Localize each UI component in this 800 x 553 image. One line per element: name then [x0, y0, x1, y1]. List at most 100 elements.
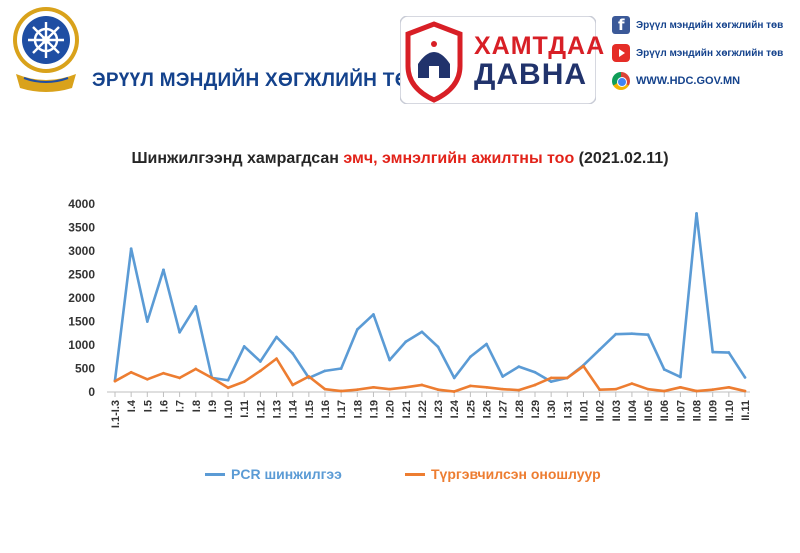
x-tick-label: I.20	[385, 400, 397, 418]
series-line-segment	[469, 384, 488, 389]
y-tick-label: 3000	[68, 244, 95, 258]
line-chart: 0 500 1000 1500 2000 2500 3000 3500 4000 I.1-I.3…	[68, 197, 752, 428]
x-tick-label: I.17	[336, 400, 348, 418]
data-point	[501, 387, 504, 391]
data-point	[662, 368, 666, 371]
series-line-segment	[485, 385, 504, 391]
y-tick-label: 3500	[68, 221, 95, 235]
x-tick-label: I.21	[401, 400, 413, 418]
series-pcr	[113, 212, 747, 383]
data-point	[323, 369, 327, 373]
series-line-segment	[404, 383, 424, 389]
series-line-segment	[129, 370, 149, 381]
x-tick-label: I.7	[175, 400, 187, 412]
x-tick-label: II.01	[578, 400, 590, 421]
data-point	[630, 332, 634, 336]
data-point	[259, 369, 262, 373]
data-point	[630, 382, 634, 385]
org-name: ЭРҮҮЛ МЭНДИЙН ХӨГЖЛИЙН ТӨВ	[92, 70, 424, 91]
y-axis: 0 500 1000 1500 2000 2500 3000 3500 4000	[68, 197, 95, 399]
data-point	[113, 379, 117, 383]
legend-label-pcr: PCR шинжилгээ	[231, 466, 342, 482]
series-line-segment	[339, 328, 359, 370]
x-tick-label: II.05	[643, 400, 655, 421]
x-tick-label: I.31	[562, 400, 574, 418]
x-tick-label: I.28	[514, 400, 526, 418]
series-line-segment	[226, 345, 246, 382]
chrome-icon	[612, 72, 630, 90]
data-point	[646, 333, 650, 336]
x-tick-label: I.23	[433, 400, 445, 418]
data-point	[339, 367, 343, 370]
data-point	[695, 212, 698, 215]
series-line-segment	[420, 383, 440, 391]
data-point	[275, 357, 278, 360]
x-tick-label: I.18	[352, 400, 364, 418]
series-line-segment	[598, 332, 618, 352]
data-point	[711, 350, 714, 354]
data-point	[420, 330, 424, 334]
data-point	[469, 355, 472, 359]
x-tick-label: II.04	[627, 399, 639, 421]
facebook-link-label: Эрүүл мэндийн хөгжлийн төв	[636, 19, 784, 31]
website-link[interactable]: WWW.HDC.GOV.MN	[612, 68, 792, 94]
y-tick-label: 500	[75, 362, 95, 376]
series-line-segment	[485, 342, 504, 378]
series-line-segment	[533, 376, 553, 387]
badge-title-top: ХАМТДАА	[474, 32, 606, 60]
x-tick-label: I.26	[482, 400, 494, 418]
series-line-segment	[517, 365, 537, 374]
data-point	[339, 389, 343, 393]
series-line-segment	[630, 332, 650, 336]
series-line-segment	[307, 375, 327, 391]
x-axis: I.1-I.3 I.4 I.5 I.6 I.7 I.8 I.9 I.10 I.11 I.12 I.1…	[107, 391, 752, 428]
series-line-segment	[162, 268, 181, 334]
x-tick-label: I.24	[449, 399, 461, 418]
data-point	[582, 364, 585, 368]
series-line-segment	[727, 385, 747, 393]
data-point	[549, 376, 553, 380]
series-line-segment	[372, 385, 391, 391]
org-emblem-logo	[13, 7, 79, 92]
youtube-icon	[612, 44, 630, 62]
series-line-segment	[146, 371, 165, 381]
series-line-segment	[113, 247, 133, 382]
series-line-segment	[646, 333, 666, 371]
series-line-segment	[339, 388, 359, 393]
data-point	[178, 376, 181, 380]
facebook-link[interactable]: Эрүүл мэндийн хөгжлийн төв	[612, 12, 792, 38]
data-point	[194, 305, 198, 308]
data-point	[485, 342, 488, 346]
series-line-segment	[646, 387, 666, 393]
legend-swatch-rapid	[405, 472, 425, 476]
youtube-link[interactable]: Эрүүл мэндийн хөгжлийн төв	[612, 40, 792, 66]
data-point	[743, 376, 747, 379]
data-point	[162, 268, 165, 272]
x-tick-label: I.6	[158, 400, 170, 412]
series-line-segment	[630, 382, 650, 391]
x-tick-label: I.15	[304, 400, 316, 418]
data-point	[372, 313, 375, 316]
series-line-segment	[436, 345, 456, 380]
series-line-segment	[323, 367, 343, 373]
series-line-segment	[146, 268, 165, 323]
badge-title-bottom: ДАВНА	[474, 58, 588, 91]
series-line-segment	[356, 313, 375, 331]
hamtdaa-davna-badge	[400, 16, 596, 104]
x-tick-label: I.30	[546, 400, 558, 418]
data-point	[452, 376, 456, 380]
series-line-segment	[420, 330, 440, 349]
legend-item-rapid: Түргэвчилсэн оношлуур	[405, 466, 601, 482]
data-point	[517, 365, 521, 368]
x-tick-label: I.13	[272, 400, 284, 418]
data-point	[533, 370, 537, 374]
series-line-segment	[356, 385, 375, 391]
data-point	[679, 386, 682, 389]
series-line-segment	[275, 357, 294, 387]
data-point	[259, 360, 262, 363]
data-point	[646, 387, 650, 391]
x-tick-label: I.5	[142, 400, 154, 412]
data-point	[210, 376, 214, 380]
data-point	[323, 387, 327, 391]
x-tick-label: I.16	[320, 400, 332, 418]
